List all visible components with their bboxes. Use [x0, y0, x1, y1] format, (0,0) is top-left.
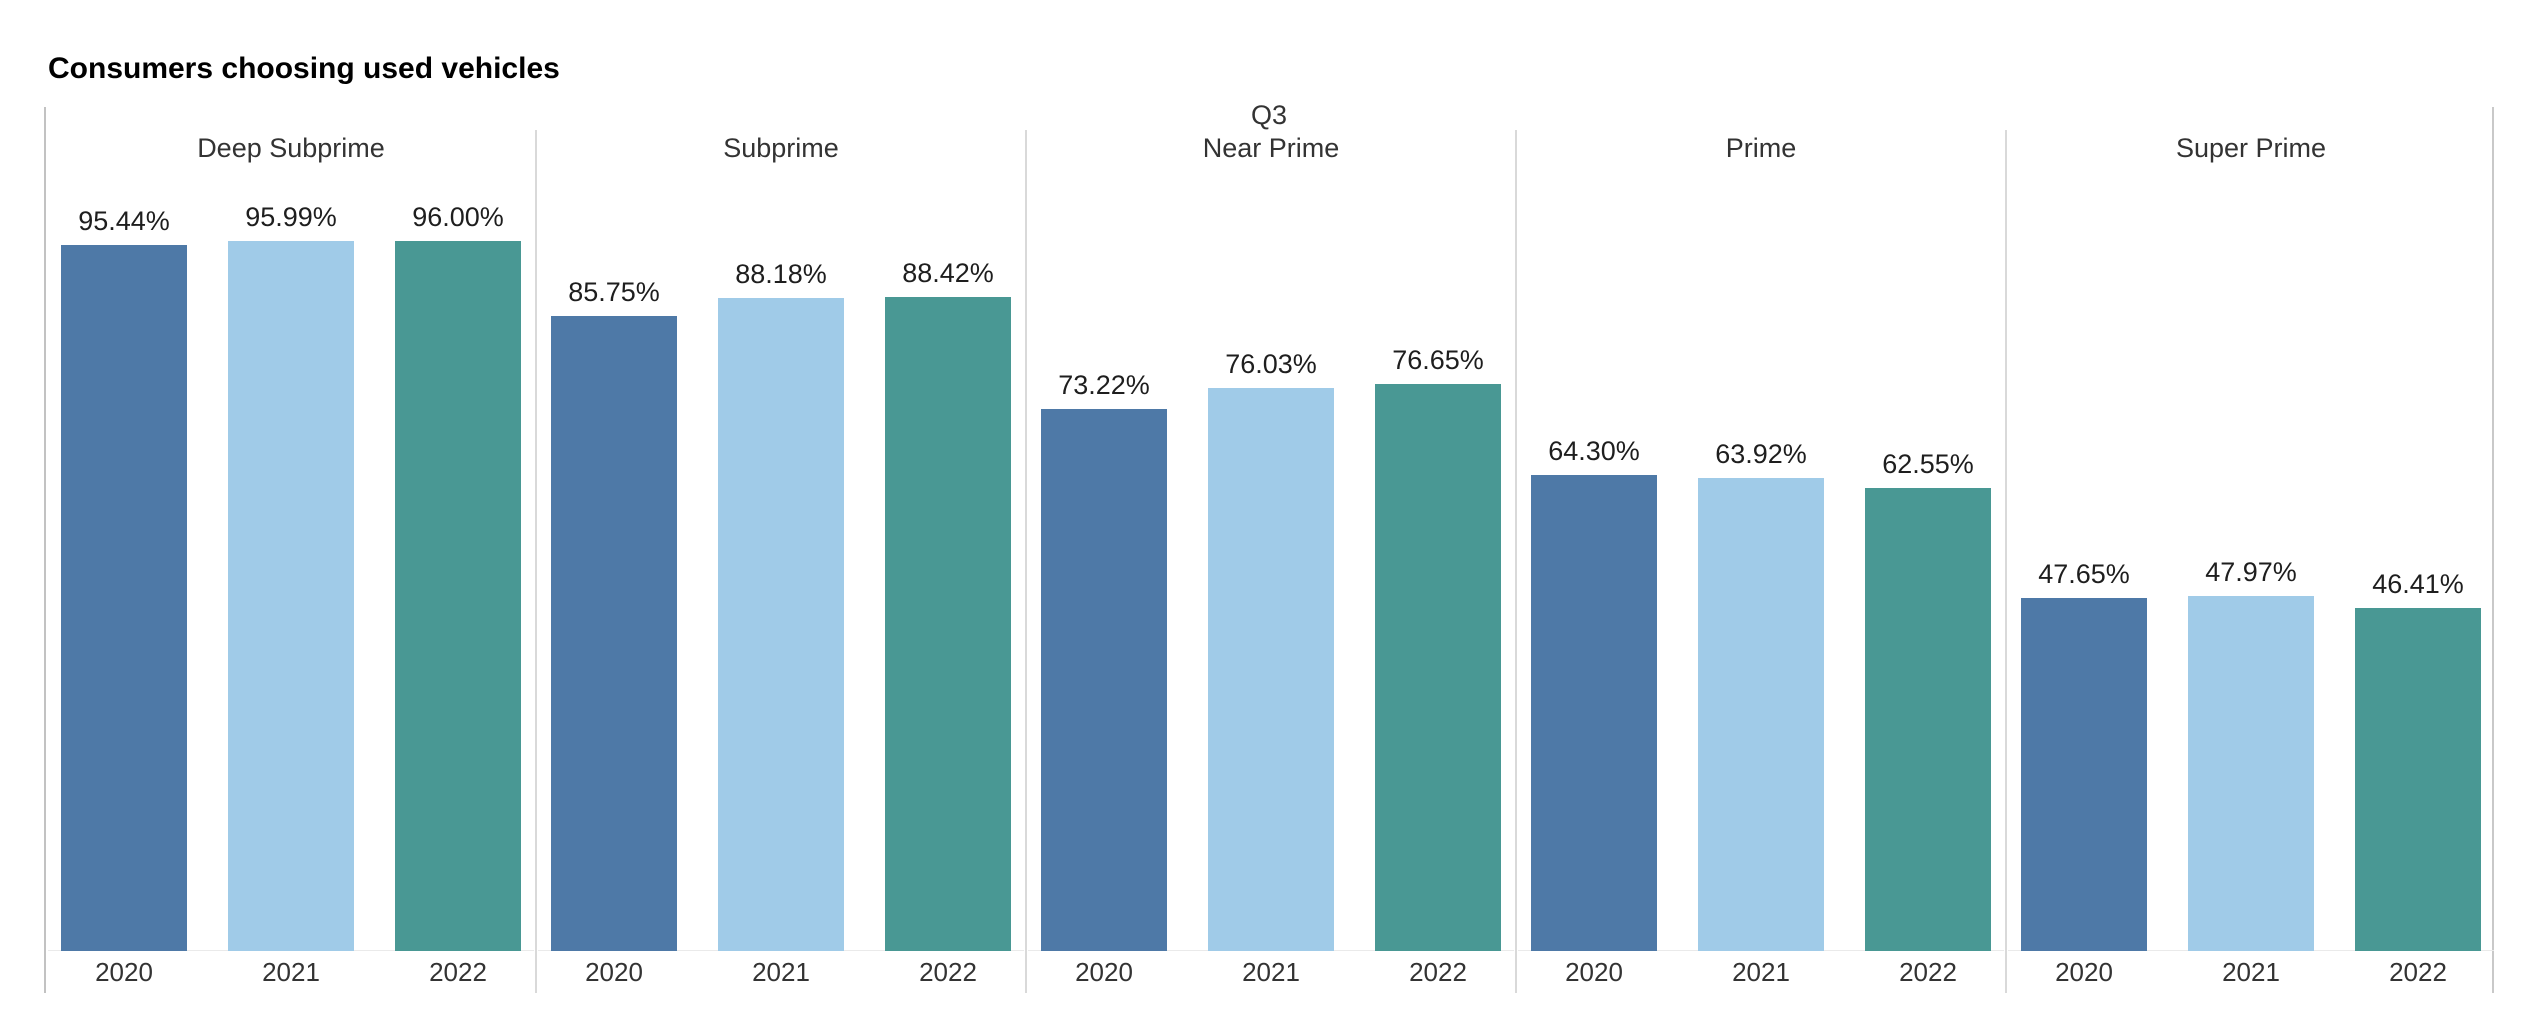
bar-group-2021-subprime: 88.18% 2021	[718, 107, 844, 993]
bar-value-label: 76.65%	[1392, 345, 1484, 375]
bar-2021-near-prime[interactable]	[1208, 388, 1334, 951]
bar-value-label: 47.97%	[2205, 557, 2297, 587]
pane-divider	[1025, 130, 1027, 993]
year-axis-label: 2021	[1732, 956, 1790, 987]
year-axis-label: 2022	[1409, 956, 1467, 987]
bar-value-label: 76.03%	[1225, 349, 1317, 379]
bar-group-2022-subprime: 88.42% 2022	[885, 107, 1011, 993]
year-axis-label: 2020	[95, 956, 153, 987]
bar-group-2021-deep-subprime: 95.99% 2021	[228, 107, 354, 993]
bar-group-2020-near-prime: 73.22% 2020	[1041, 107, 1167, 993]
bar-2022-near-prime[interactable]	[1375, 384, 1501, 951]
year-axis-label: 2020	[2055, 956, 2113, 987]
bar-2020-deep-subprime[interactable]	[61, 245, 187, 951]
panel-near-prime: Near Prime 73.22% 2020 76.03% 2021 76.65% 2022	[1026, 107, 1516, 993]
pane-divider	[1515, 130, 1517, 993]
bar-2021-super-prime[interactable]	[2188, 596, 2314, 951]
bar-value-label: 62.55%	[1882, 449, 1974, 479]
panel-header-deep-subprime: Deep Subprime	[197, 133, 385, 163]
bar-value-label: 88.42%	[902, 258, 994, 288]
bar-2022-deep-subprime[interactable]	[395, 241, 521, 951]
bar-value-label: 95.44%	[78, 206, 170, 236]
bar-value-label: 73.22%	[1058, 370, 1150, 400]
year-axis-label: 2020	[1075, 956, 1133, 987]
panel-header-prime: Prime	[1725, 133, 1797, 163]
bar-group-2020-deep-subprime: 95.44% 2020	[61, 107, 187, 993]
year-axis-label: 2022	[919, 956, 977, 987]
year-axis-label: 2022	[1899, 956, 1957, 987]
quarter-header-label: Q3	[1250, 100, 1288, 130]
bar-2020-prime[interactable]	[1531, 475, 1657, 951]
bar-group-2022-super-prime: 46.41% 2022	[2355, 107, 2481, 993]
year-axis-label: 2022	[2389, 956, 2447, 987]
bar-2022-prime[interactable]	[1865, 488, 1991, 951]
bar-value-label: 85.75%	[568, 277, 660, 307]
bar-group-2022-deep-subprime: 96.00% 2022	[395, 107, 521, 993]
bar-2021-deep-subprime[interactable]	[228, 241, 354, 951]
chart-area: Deep Subprime 95.44% 2020 95.99% 2021 96.00% 2…	[44, 107, 2494, 993]
bar-2021-prime[interactable]	[1698, 478, 1824, 951]
bar-2020-subprime[interactable]	[551, 316, 677, 951]
bar-group-2021-prime: 63.92% 2021	[1698, 107, 1824, 993]
year-axis-label: 2021	[752, 956, 810, 987]
chart-title: Consumers choosing used vehicles	[48, 52, 560, 85]
bar-2020-near-prime[interactable]	[1041, 409, 1167, 951]
bar-group-2020-subprime: 85.75% 2020	[551, 107, 677, 993]
panel-header-super-prime: Super Prime	[2175, 133, 2327, 163]
year-axis-label: 2021	[1242, 956, 1300, 987]
bar-2022-subprime[interactable]	[885, 297, 1011, 951]
bar-group-2021-super-prime: 47.97% 2021	[2188, 107, 2314, 993]
bar-value-label: 63.92%	[1715, 439, 1807, 469]
bar-group-2021-near-prime: 76.03% 2021	[1208, 107, 1334, 993]
panel-deep-subprime: Deep Subprime 95.44% 2020 95.99% 2021 96.00% 2…	[46, 107, 536, 993]
year-axis-label: 2020	[585, 956, 643, 987]
bar-value-label: 46.41%	[2372, 569, 2464, 599]
panel-prime: Prime 64.30% 2020 63.92% 2021 62.55% 2022	[1516, 107, 2006, 993]
panel-header-subprime: Subprime	[723, 133, 839, 163]
bar-value-label: 96.00%	[412, 202, 504, 232]
panel-super-prime: Super Prime 47.65% 2020 47.97% 2021 46.41% 202…	[2006, 107, 2496, 993]
panel-subprime: Subprime 85.75% 2020 88.18% 2021 88.42% 2022	[536, 107, 1026, 993]
bar-2020-super-prime[interactable]	[2021, 598, 2147, 951]
pane-divider	[535, 130, 537, 993]
bar-value-label: 64.30%	[1548, 436, 1640, 466]
pane-divider	[2005, 130, 2007, 993]
bar-value-label: 88.18%	[735, 259, 827, 289]
year-axis-label: 2021	[2222, 956, 2280, 987]
bar-group-2020-prime: 64.30% 2020	[1531, 107, 1657, 993]
bar-group-2022-near-prime: 76.65% 2022	[1375, 107, 1501, 993]
bar-group-2020-super-prime: 47.65% 2020	[2021, 107, 2147, 993]
year-axis-label: 2020	[1565, 956, 1623, 987]
year-axis-label: 2021	[262, 956, 320, 987]
bar-value-label: 95.99%	[245, 202, 337, 232]
bar-value-label: 47.65%	[2038, 559, 2130, 589]
bar-2021-subprime[interactable]	[718, 298, 844, 951]
bar-2022-super-prime[interactable]	[2355, 608, 2481, 951]
bar-group-2022-prime: 62.55% 2022	[1865, 107, 1991, 993]
panel-header-near-prime: Near Prime	[1202, 133, 1340, 163]
year-axis-label: 2022	[429, 956, 487, 987]
